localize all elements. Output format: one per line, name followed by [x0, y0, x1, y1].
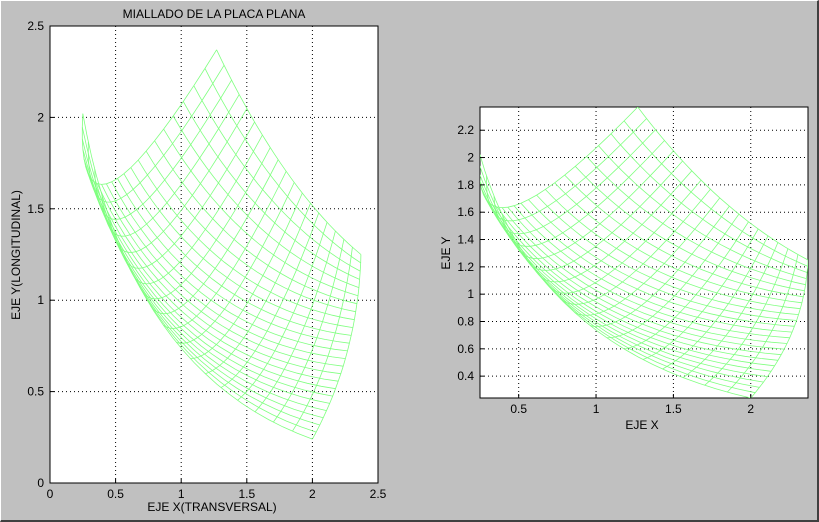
mesh-line-arc [106, 183, 346, 359]
y-tick-label: 1.2 [457, 260, 474, 274]
mesh-line-arc [501, 207, 788, 344]
axis-ticks: 0 0.5 1 1.5 2 2.5 0 0.5 1 1.5 2 2.5 [27, 19, 386, 501]
y-tick-label: 1.6 [457, 205, 474, 219]
y-tick-label: 2.5 [27, 19, 44, 33]
mesh-line-arc [204, 68, 361, 264]
y-tick-label: 0.6 [457, 342, 474, 356]
y-tick-label: 1 [467, 287, 474, 301]
mesh-line-arc [123, 173, 352, 336]
x-tick-label: 2 [747, 402, 754, 416]
mesh-line-arc [85, 166, 330, 404]
chart-title: MIALLADO DE LA PLACA PLANA [123, 7, 306, 21]
mesh-line-arc [598, 145, 807, 279]
mesh-line-arc [172, 115, 360, 288]
mesh [81, 49, 362, 440]
x-tick-label: 0.5 [510, 402, 527, 416]
mesh-line-arc [480, 174, 760, 388]
mesh-line-arc [536, 194, 799, 315]
mesh [480, 107, 808, 398]
mesh-line-arc [496, 206, 785, 350]
mesh-line-arc [513, 205, 793, 333]
mesh-line-arc [564, 174, 804, 298]
x-tick-label: 1 [593, 402, 600, 416]
mesh-line-arc [130, 167, 353, 328]
mesh-line-arc [145, 150, 356, 313]
mesh-line-arc [87, 172, 333, 397]
mesh-line-arc [93, 181, 339, 382]
y-tick-label: 1.4 [457, 233, 474, 247]
mesh-line-arc [480, 154, 751, 398]
x-tick-label: 1 [178, 487, 185, 501]
mesh-line-arc [163, 128, 359, 297]
mesh-line-arc [482, 194, 772, 372]
mesh-line-arc [83, 158, 327, 411]
y-tick-label: 1.8 [457, 178, 474, 192]
mesh-line-arc [554, 182, 802, 304]
x-tick-label: 1.5 [238, 487, 255, 501]
mesh-line-arc [111, 181, 348, 352]
mesh-line-arc [90, 177, 336, 390]
mesh-line-arc [575, 166, 805, 292]
mesh-line-arc [481, 188, 768, 378]
mesh-line-arc [623, 120, 808, 267]
y-tick-label: 2 [467, 151, 474, 165]
y-tick-label: 2.2 [457, 123, 474, 137]
y-axis-label: EJE Y(LONGITUDINAL) [9, 190, 23, 320]
mesh-line-arc [193, 85, 361, 272]
axes-right-mesh: 0.5 1 1.5 2 0.4 0.6 0.8 1 1.2 1.4 1.6 1.8 2 2.2 EJE X… [439, 106, 809, 432]
mesh-line-arc [520, 202, 795, 327]
mesh-line-arc [610, 133, 808, 273]
x-tick-label: 2.5 [370, 487, 387, 501]
x-axis-label: EJE X [625, 418, 658, 432]
y-tick-label: 0.5 [27, 385, 44, 399]
axes-left-mesh: 0 0.5 1 1.5 2 2.5 0 0.5 1 1.5 2 2.5 MIALLADO DE LA … [9, 7, 387, 514]
y-tick-label: 1.5 [27, 202, 44, 216]
mesh-line-arc [637, 107, 808, 261]
mesh-line-arc [81, 138, 320, 426]
x-axis-label: EJE X(TRANSVERSAL) [147, 500, 276, 514]
mesh-line-arc [528, 199, 797, 321]
mesh-line-arc [137, 159, 355, 321]
mesh-line-arc [488, 202, 779, 361]
x-tick-label: 2 [309, 487, 316, 501]
mesh-line-arc [216, 49, 362, 255]
mesh-line-arc [507, 206, 790, 339]
mesh-line-arc [586, 156, 806, 286]
mesh-line-arc [117, 178, 350, 344]
mesh-line-arc [480, 165, 756, 394]
plot-area [49, 25, 379, 484]
mesh-line-arc [492, 205, 782, 356]
y-tick-label: 0 [37, 476, 44, 490]
mesh-line-arc [154, 140, 357, 305]
mesh-line-arc [545, 189, 801, 310]
mesh-line-arc [101, 184, 344, 367]
x-tick-label: 0.5 [107, 487, 124, 501]
y-axis-label: EJE Y [439, 236, 453, 269]
y-tick-label: 0.8 [457, 314, 474, 328]
axis-ticks: 0.5 1 1.5 2 0.4 0.6 0.8 1 1.2 1.4 1.6 1.8 2 2.2 [457, 123, 754, 416]
grid [480, 107, 808, 398]
mesh-line-arc [182, 101, 360, 280]
y-tick-label: 1 [37, 293, 44, 307]
y-tick-label: 0.4 [457, 369, 474, 383]
y-tick-label: 2 [37, 110, 44, 124]
mesh-line-arc [96, 183, 341, 375]
mesh-line-arc [81, 127, 317, 433]
x-tick-label: 1.5 [665, 402, 682, 416]
x-tick-label: 0 [47, 487, 54, 501]
mesh-line-arc [485, 198, 775, 367]
mesh-line-arc [82, 113, 313, 440]
